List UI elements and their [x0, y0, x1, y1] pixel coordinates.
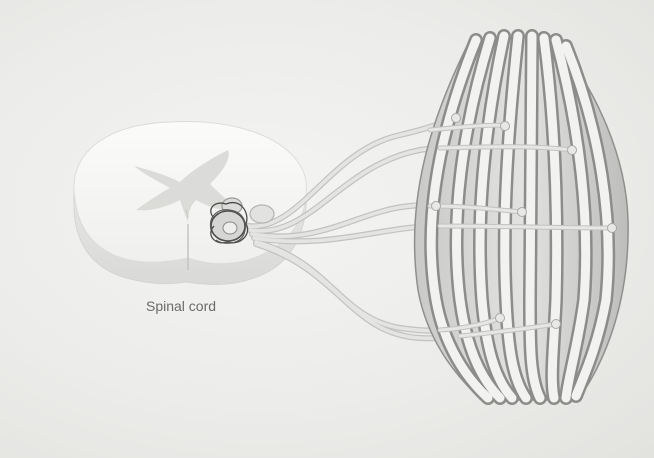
spinal-cord [73, 120, 307, 285]
muscle-fiber-8 [561, 41, 613, 401]
dorsal-groove [185, 209, 189, 219]
gray-matter [134, 150, 236, 222]
junction-5 [517, 207, 527, 217]
motor-neuron-neighbor [249, 204, 275, 224]
spinal-cord-label: Spinal cord [146, 298, 217, 314]
junction-1 [451, 113, 461, 123]
motor-neuron-outline [209, 209, 247, 244]
neuromuscular-junctions [431, 113, 617, 329]
muscle-fiber-5 [525, 31, 545, 403]
muscle [413, 29, 629, 405]
junction-6 [607, 223, 617, 233]
muscle-fiber-6 [539, 33, 562, 403]
junction-2 [500, 121, 510, 131]
motor-neuron-nucleus [222, 221, 238, 235]
muscle-fiber-4 [500, 31, 531, 403]
muscle-fiber-1 [426, 35, 493, 403]
junction-7 [495, 313, 505, 323]
motor-neurons [209, 197, 275, 244]
muscle-fiber-2 [452, 33, 505, 403]
muscle-fiber-3 [475, 31, 517, 403]
junction-3 [567, 145, 577, 155]
muscle-fiber-7 [551, 35, 591, 403]
junction-8 [551, 319, 561, 329]
motor-neuron-dendrites [210, 201, 249, 244]
junction-4 [431, 201, 441, 211]
